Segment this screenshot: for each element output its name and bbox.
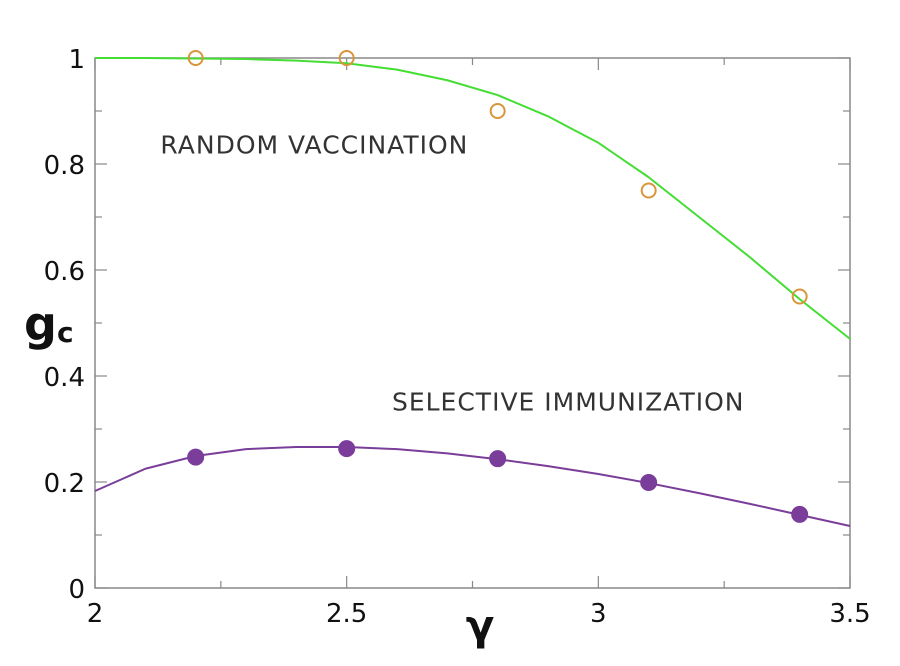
- y-tick-label: 0.4: [44, 363, 85, 393]
- x-axis-title: γ: [466, 601, 495, 650]
- curves: [94, 57, 851, 527]
- annotations: RANDOM VACCINATION SELECTIVE IMMUNIZATION: [160, 130, 745, 416]
- data-point-filled: [791, 505, 809, 523]
- data-point-open: [640, 182, 657, 199]
- y-tick-label: 0.8: [44, 151, 85, 181]
- y-tick-label: 0.2: [44, 469, 85, 499]
- x-tick-label: 3: [590, 599, 607, 629]
- x-tick-label: 3.5: [829, 599, 870, 629]
- data-point-filled: [187, 448, 205, 466]
- data-point-filled: [489, 450, 507, 468]
- data-point-filled: [338, 440, 356, 458]
- x-tick-label: 2: [87, 599, 104, 629]
- y-tick-label: 0.6: [44, 257, 85, 287]
- y-axis-title-main: g: [24, 297, 57, 351]
- data-point-filled: [640, 474, 658, 492]
- y-tick-label: 1: [68, 45, 85, 75]
- annotation: RANDOM VACCINATION: [160, 130, 468, 159]
- data-point-open: [187, 50, 204, 66]
- data-point-open: [489, 103, 506, 119]
- annotation: SELECTIVE IMMUNIZATION: [392, 387, 745, 416]
- series-line-3: [94, 446, 851, 527]
- y-axis-title-sub: c: [57, 316, 74, 349]
- y-tick-label: 0: [68, 575, 85, 605]
- markers: [187, 50, 809, 523]
- data-point-open: [338, 50, 355, 66]
- series-line-1: [95, 57, 851, 340]
- data-point-open: [791, 288, 808, 305]
- ticks: [94, 57, 851, 589]
- tick-labels: 2 2.5 3 3.5 0 0.2 0.4 0.6 0.8 1: [44, 45, 871, 629]
- x-tick-label: 2.5: [326, 599, 367, 629]
- y-axis-title: gc: [24, 297, 74, 351]
